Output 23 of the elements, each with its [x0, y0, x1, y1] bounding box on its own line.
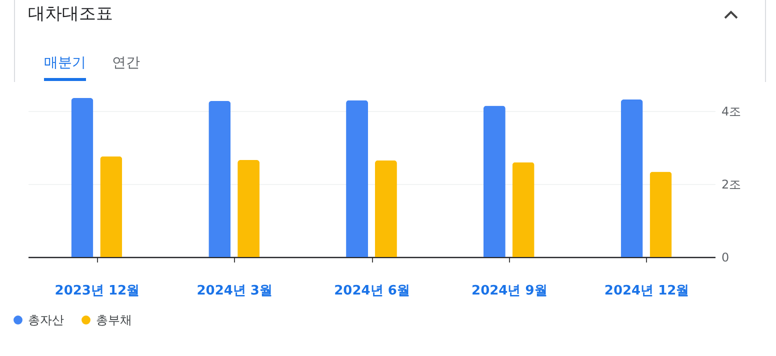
y-tick-label: 4조 — [722, 104, 742, 119]
x-tick-label: 2024년 12월 — [604, 284, 690, 298]
y-tick-label: 2조 — [722, 178, 742, 192]
bar — [374, 160, 397, 257]
bar — [346, 100, 368, 257]
legend-label: 총부채 — [96, 313, 132, 327]
bar — [620, 100, 643, 257]
chart-title: 대차대조표 — [28, 3, 113, 25]
text: 연간 — [112, 54, 140, 73]
x-tick-label: 2024년 9월 — [472, 284, 548, 298]
bar — [208, 100, 231, 257]
x-tick-label: 2023년 12월 — [54, 284, 140, 298]
x-tick-label: 2024년 3월 — [196, 284, 272, 298]
bar — [512, 162, 534, 257]
text: 매분기 — [44, 54, 86, 81]
bar — [483, 106, 506, 257]
bar — [100, 156, 122, 257]
bar — [238, 160, 260, 257]
x-tick-label: 2024년 6월 — [334, 284, 410, 298]
legend-label: 총자산 — [28, 313, 64, 327]
bar — [650, 172, 672, 257]
bar — [71, 98, 94, 257]
y-tick-label: 0 — [722, 250, 730, 264]
